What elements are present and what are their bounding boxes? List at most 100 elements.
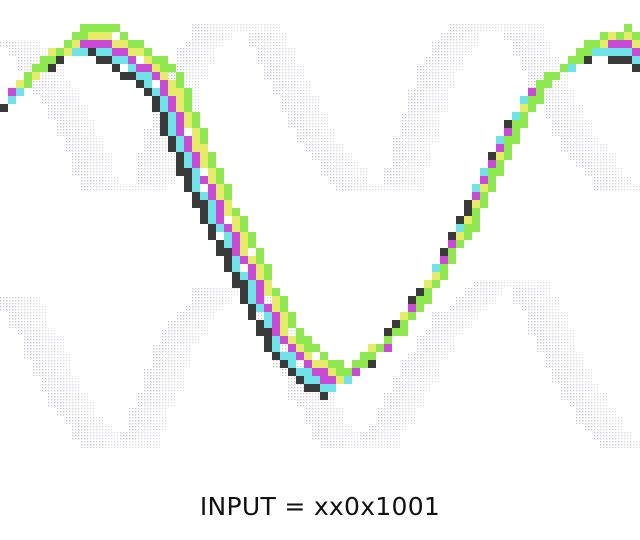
ghost-pixel (384, 424, 392, 432)
wave-pixel (280, 320, 288, 328)
ghost-pixel (352, 160, 360, 168)
ghost-pixel (400, 384, 408, 392)
ghost-pixel (296, 120, 304, 128)
ghost-pixel (608, 176, 616, 184)
wave-pixel (104, 32, 112, 40)
ghost-pixel (392, 384, 400, 392)
wave-pixel (232, 272, 240, 280)
ghost-pixel (408, 136, 416, 144)
wave-pixel (248, 272, 256, 280)
wave-pixel (256, 288, 264, 296)
wave-pixel (256, 328, 264, 336)
ghost-pixel (336, 160, 344, 168)
ghost-pixel (32, 368, 40, 376)
ghost-pixel (280, 56, 288, 64)
ghost-pixel (304, 112, 312, 120)
ghost-pixel (464, 320, 472, 328)
ghost-pixel (456, 312, 464, 320)
wave-pixel (448, 256, 456, 264)
ghost-pixel (544, 56, 552, 64)
ghost-pixel (280, 72, 288, 80)
wave-pixel (216, 184, 224, 192)
ghost-pixel (496, 24, 504, 32)
wave-pixel (472, 224, 480, 232)
ghost-pixel (448, 328, 456, 336)
ghost-pixel (24, 56, 32, 64)
wave-pixel (136, 48, 144, 56)
ghost-pixel (80, 176, 88, 184)
ghost-pixel (432, 80, 440, 88)
wave-pixel (456, 224, 464, 232)
wave-pixel (160, 72, 168, 80)
wave-pixel (96, 56, 104, 64)
wave-pixel (152, 64, 160, 72)
wave-pixel (88, 32, 96, 40)
ghost-pixel (568, 128, 576, 136)
ghost-pixel (144, 424, 152, 432)
ghost-pixel (288, 72, 296, 80)
ghost-pixel (528, 312, 536, 320)
wave-pixel (224, 232, 232, 240)
ghost-pixel (144, 376, 152, 384)
wave-pixel (200, 152, 208, 160)
ghost-pixel (136, 408, 144, 416)
wave-pixel (128, 56, 136, 64)
ghost-pixel (416, 176, 424, 184)
ghost-pixel (352, 432, 360, 440)
wave-pixel (80, 32, 88, 40)
ghost-pixel (344, 184, 352, 192)
ghost-pixel (592, 176, 600, 184)
ghost-pixel (280, 368, 288, 376)
ghost-pixel (184, 64, 192, 72)
wave-pixel (336, 368, 344, 376)
ghost-pixel (576, 400, 584, 408)
ghost-pixel (456, 296, 464, 304)
ghost-pixel (24, 328, 32, 336)
ghost-pixel (544, 320, 552, 328)
ghost-pixel (416, 360, 424, 368)
ghost-pixel (576, 112, 584, 120)
ghost-pixel (416, 144, 424, 152)
ghost-pixel (24, 336, 32, 344)
ghost-pixel (312, 112, 320, 120)
ghost-pixel (264, 64, 272, 72)
ghost-pixel (608, 160, 616, 168)
wave-pixel (176, 128, 184, 136)
ghost-pixel (0, 296, 8, 304)
ghost-pixel (64, 392, 72, 400)
ghost-pixel (440, 40, 448, 48)
ghost-pixel (544, 104, 552, 112)
ghost-pixel (136, 392, 144, 400)
ghost-pixel (216, 32, 224, 40)
ghost-pixel (152, 384, 160, 392)
wave-pixel (472, 184, 480, 192)
wave-pixel (240, 272, 248, 280)
wave-pixel (232, 224, 240, 232)
wave-pixel (416, 304, 424, 312)
ghost-pixel (32, 56, 40, 64)
ghost-pixel (336, 144, 344, 152)
wave-pixel (176, 144, 184, 152)
ghost-pixel (424, 112, 432, 120)
ghost-pixel (536, 312, 544, 320)
ghost-pixel (48, 344, 56, 352)
wave-pixel (400, 320, 408, 328)
wave-pixel (616, 32, 624, 40)
wave-pixel (296, 336, 304, 344)
ghost-pixel (168, 376, 176, 384)
ghost-pixel (512, 288, 520, 296)
ghost-pixel (584, 152, 592, 160)
ghost-pixel (176, 344, 184, 352)
ghost-pixel (440, 88, 448, 96)
ghost-pixel (552, 352, 560, 360)
ghost-pixel (464, 312, 472, 320)
wave-pixel (72, 32, 80, 40)
wave-pixel (288, 320, 296, 328)
ghost-pixel (432, 72, 440, 80)
ghost-pixel (80, 152, 88, 160)
wave-pixel (576, 56, 584, 64)
ghost-pixel (520, 296, 528, 304)
ghost-pixel (536, 336, 544, 344)
wave-pixel (520, 104, 528, 112)
wave-pixel (304, 360, 312, 368)
